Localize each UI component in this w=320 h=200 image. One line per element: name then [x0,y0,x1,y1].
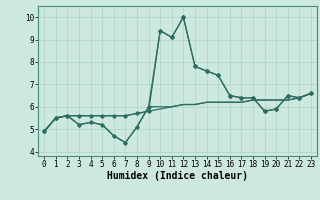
X-axis label: Humidex (Indice chaleur): Humidex (Indice chaleur) [107,171,248,181]
